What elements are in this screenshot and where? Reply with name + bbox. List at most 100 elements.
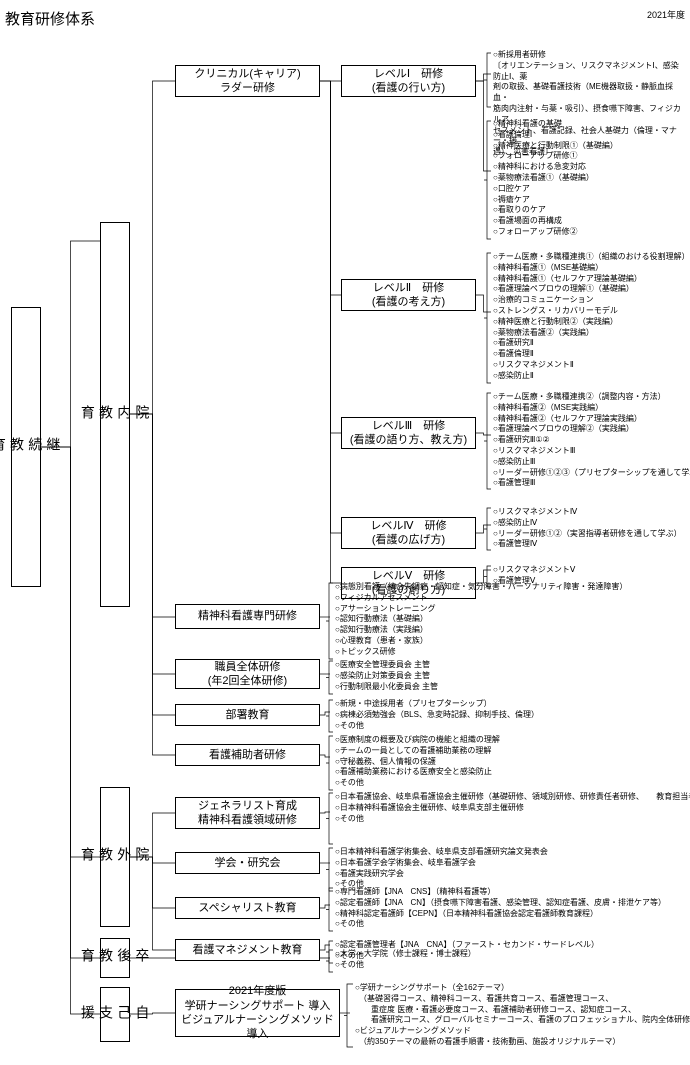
mid-allstaff: 職員全体研修 (年2回全体研修) [175, 659, 320, 689]
item-line: ○口腔ケア [493, 184, 618, 195]
item-line: ○認定看護師【JNA CN】（摂食嚥下障害看護、感染管理、認知症看護、皮膚・排泄… [335, 898, 666, 909]
item-line: ○精神科看護の基礎 [493, 119, 618, 130]
item-line: ○日本精神科看護協会主催研修、岐阜県支部主催研修 [335, 803, 690, 814]
item-line: （約350テーマの最新の看護手順書・技術動画、施設オリジナルテーマ） [355, 1037, 690, 1048]
items-l4: ○リスクマネジメントⅣ○感染防止Ⅳ○リーダー研修①②（実習指導者研修を通して学ぶ… [493, 507, 682, 550]
item-line: ○アサーショントレーニング [335, 604, 627, 615]
item-line: ○感染防止Ⅲ [493, 457, 690, 468]
item-line: ○認知行動療法（実践編） [335, 625, 627, 636]
item-line: ○行動制限最小化委員会 主管 [335, 682, 438, 693]
item-line: ○病態別看護（統合失調症・認知症・気分障害・パーソナリティ障害・発達障害） [335, 582, 627, 593]
item-line: ○その他 [335, 721, 539, 732]
item-line: ○精神科看護②（セルフケア理論実践編） [493, 414, 690, 425]
cat-inhouse: 院 内 教 育 [100, 222, 130, 607]
items-generalist: ○日本看護協会、岐阜県看護協会主催研修（基礎研修、領域別研修、研修責任者研修、 … [335, 792, 690, 824]
item-line: ○精神科看護①（セルフケア理論基礎編） [493, 274, 690, 285]
year-label: 2021年度 [647, 8, 685, 21]
item-line: ○日本看護学会学術集会、岐阜看護学会 [335, 858, 548, 869]
item-line: ○治療的コミュニケーション [493, 295, 690, 306]
item-line: ○その他 [335, 960, 476, 971]
items-allstaff: ○医療安全管理委員会 主管○感染防止対策委員会 主管○行動制限最小化委員会 主管 [335, 660, 438, 692]
item-line: ○病棟必須勉強会（BLS、急変時記録、抑制手技、倫理） [335, 710, 539, 721]
mid-clinical: クリニカル(キャリア) ラダー研修 [175, 65, 320, 97]
items-psych: ○病態別看護（統合失調症・認知症・気分障害・パーソナリティ障害・発達障害）○フィ… [335, 582, 627, 658]
level-l2: レベルⅡ 研修 (看護の考え方) [341, 279, 476, 311]
root-box: 継 続 教 育 [11, 307, 41, 587]
mid-psych: 精神科看護専門研修 [175, 604, 320, 629]
item-line: ○その他 [335, 778, 500, 789]
item-line: ○看護補助業務における医療安全と感染防止 [335, 767, 500, 778]
item-line: （基礎習得コース、精神科コース、看護共育コース、看護管理コース、 [355, 994, 690, 1005]
item-line: ○専門看護師【JNA CNS】（精神科看護等） [335, 887, 666, 898]
item-line: ○リスクマネジメントⅤ [493, 565, 575, 576]
mid-specialist: スペシャリスト教育 [175, 897, 320, 919]
item-line: ○フォローアップ研修① [493, 151, 618, 162]
item-line: ○看護研究Ⅲ①② [493, 435, 690, 446]
item-line: ○精神科における急変対応 [493, 162, 618, 173]
item-line: ○心理教育（患者・家族） [335, 636, 627, 647]
item-line: ○精神科認定看護師【CEPN】（日本精神科看護協会認定看護師教育課程） [335, 909, 666, 920]
item-line: ○フォローアップ研修② [493, 227, 618, 238]
items-post: ○大学・大学院（修士課程・博士課程）○その他 [335, 949, 476, 971]
item-line: ○医療安全管理委員会 主管 [335, 660, 438, 671]
item-line: ○ビジュアルナーシングメソッド [355, 1026, 690, 1037]
item-line: ○看護理論ペプロウの理解②（実践編） [493, 424, 690, 435]
item-line: ○フィジカルアセスメント [335, 593, 627, 604]
items-assist: ○医療制度の概要及び病院の機能と組織の理解○チームの一員としての看護補助業務の理… [335, 735, 500, 789]
page-title: 教育研修体系 [5, 8, 95, 29]
mid-self: 2021年度版 学研ナーシングサポート 導入 ビジュアルナーシングメソッド 導入 [175, 989, 340, 1037]
items-conf: ○日本精神科看護学術集会、岐阜県支部看護研究論文発表会○日本看護学会学術集会、岐… [335, 847, 548, 890]
item-line: ○看護倫理Ⅰ [493, 130, 618, 141]
item-line: ○看護実践研究学会 [335, 869, 548, 880]
item-line: ○感染防止Ⅱ [493, 371, 690, 382]
item-line: 看護研究コース、グローバルセミナーコース、看護のプロフェッショナル、院内全体研修… [355, 1015, 690, 1026]
item-line: ○薬物療法看護①（基礎編） [493, 173, 618, 184]
cat-self: 自 己 支 援 [100, 987, 130, 1042]
mid-dept: 部署教育 [175, 704, 320, 726]
cat-outhouse: 院 外 教 育 [100, 787, 130, 927]
item-line: ○看護研究Ⅱ [493, 338, 690, 349]
item-line: ○看護倫理Ⅱ [493, 349, 690, 360]
items-l3: ○チーム医療・多職種連携②（調整内容・方法）○精神科看護②（MSE実践編）○精神… [493, 392, 690, 489]
item-line: ○感染防止Ⅳ [493, 518, 682, 529]
item-line: ○学研ナーシングサポート（全162テーマ） [355, 983, 690, 994]
item-line: ○看取りのケア [493, 205, 618, 216]
cat-post: 卒 後 教 育 [100, 938, 130, 978]
item-line: ○その他 [335, 919, 666, 930]
mid-conf: 学会・研究会 [175, 852, 320, 874]
level-l1: レベルⅠ 研修 (看護の行い方) [341, 65, 476, 97]
mid-mgmt: 看護マネジメント教育 [175, 939, 320, 961]
item-line: ○大学・大学院（修士課程・博士課程） [335, 949, 476, 960]
item-line: ○チーム医療・多職種連携②（調整内容・方法） [493, 392, 690, 403]
items-specialist: ○専門看護師【JNA CNS】（精神科看護等）○認定看護師【JNA CN】（摂食… [335, 887, 666, 930]
item-line: ○その他 [335, 814, 690, 825]
item-line: ○日本精神科看護学術集会、岐阜県支部看護研究論文発表会 [335, 847, 548, 858]
item-line: ○リスクマネジメントⅡ [493, 360, 690, 371]
item-line: ○トピックス研修 [335, 647, 627, 658]
item-line: ○リーダー研修①②③（プリセプターシップを通して学ぶ） [493, 468, 690, 479]
item-line: ○チームの一員としての看護補助業務の理解 [335, 746, 500, 757]
item-line: ○看護管理Ⅳ [493, 539, 682, 550]
item-line: ○認知行動療法（基礎編） [335, 614, 627, 625]
mid-generalist: ジェネラリスト育成 精神科看護領域研修 [175, 797, 320, 829]
item-line: ○医療制度の概要及び病院の機能と組織の理解 [335, 735, 500, 746]
item-line: ○日本看護協会、岐阜県看護協会主催研修（基礎研修、領域別研修、研修責任者研修、 … [335, 792, 690, 803]
item-line: ○看護管理Ⅲ [493, 478, 690, 489]
item-line: ○リスクマネジメントⅢ [493, 446, 690, 457]
item-line: ○リスクマネジメントⅣ [493, 507, 682, 518]
level-l3: レベルⅢ 研修 (看護の語り方、教え方) [341, 417, 476, 449]
item-line: ○精神科看護②（MSE実践編） [493, 403, 690, 414]
mid-assist: 看護補助者研修 [175, 744, 320, 766]
item-line: ○チーム医療・多職種連携①（組織のおける役割理解） [493, 252, 690, 263]
level-l4: レベルⅣ 研修 (看護の広げ方) [341, 517, 476, 549]
item-line: ○新規・中途採用者（プリセプターシップ） [335, 699, 539, 710]
item-line: ○精神医療と行動制限②（実践編） [493, 317, 690, 328]
item-line: ○精神科看護①（MSE基礎編） [493, 263, 690, 274]
items-dept: ○新規・中途採用者（プリセプターシップ）○病棟必須勉強会（BLS、急変時記録、抑… [335, 699, 539, 731]
item-line: ○看護理論ペプロウの理解①（基礎編） [493, 284, 690, 295]
items-self: ○学研ナーシングサポート（全162テーマ） （基礎習得コース、精神科コース、看護… [355, 983, 690, 1048]
item-line: ○精神医療と行動制限①（基礎編） [493, 141, 618, 152]
item-line: ○看護場面の再構成 [493, 216, 618, 227]
items-l2: ○チーム医療・多職種連携①（組織のおける役割理解）○精神科看護①（MSE基礎編）… [493, 252, 690, 382]
item-line: ○薬物療法看護②（実践編） [493, 328, 690, 339]
